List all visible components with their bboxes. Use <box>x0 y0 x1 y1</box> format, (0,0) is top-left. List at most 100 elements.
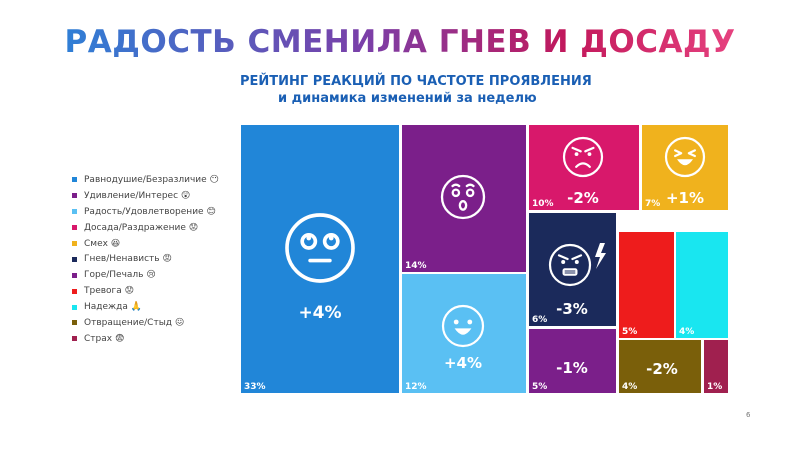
treemap-value-label: 14% <box>405 261 427 271</box>
face-eye <box>687 149 696 158</box>
treemap-rect <box>529 125 639 210</box>
treemap-rect <box>676 232 728 338</box>
face-mouth <box>677 159 693 166</box>
treemap-value-label: 5% <box>532 382 547 392</box>
legend-swatch <box>72 225 77 231</box>
face-brow <box>571 146 582 153</box>
subtitle-line-1: РЕЙТИНГ РЕАКЦИЙ ПО ЧАСТОТЕ ПРОЯВЛЕНИЯ <box>240 74 592 89</box>
face-mouth <box>454 328 472 335</box>
face-eye <box>453 319 459 325</box>
face-eye <box>561 260 566 264</box>
treemap-cell: 33% +4% <box>241 125 399 393</box>
treemap-cell: 4% -2% <box>619 340 701 393</box>
angry-face-icon <box>562 136 604 178</box>
treemap-value-label: 4% <box>622 382 637 392</box>
treemap-cell: 12% +4% <box>402 274 526 393</box>
neutral-face-icon <box>285 213 355 283</box>
treemap-change-label: +1% <box>666 189 704 207</box>
legend-item: Отвращение/Стыд 😖 <box>72 315 242 331</box>
legend-item: Радость/Удовлетворение 😊 <box>72 204 242 220</box>
face-eye <box>322 232 340 250</box>
treemap-cell: 6% -3% <box>529 213 616 326</box>
face-eye <box>467 319 473 325</box>
face-eye <box>574 152 579 157</box>
chart-title-text: РАДОСТЬ СМЕНИЛА ГНЕВ И ДОСАДУ <box>65 24 736 60</box>
legend-swatch <box>72 241 77 246</box>
treemap-rect <box>619 232 674 338</box>
treemap-rect <box>619 340 701 393</box>
face-mouth <box>458 200 468 211</box>
treemap-cell: 1% <box>704 340 728 393</box>
legend-swatch <box>72 336 77 342</box>
treemap-change-label: -3% <box>556 300 588 318</box>
treemap-cell: 14% <box>402 125 526 272</box>
face-brow <box>465 183 475 188</box>
legend-label: Равнодушие/Безразличие 😶 <box>84 174 219 185</box>
page-number: 6 <box>746 411 751 419</box>
face-pupil <box>328 235 334 241</box>
face-brow <box>451 183 461 188</box>
treemap-change-label: -2% <box>646 360 678 378</box>
legend-label: Горе/Печаль 😢 <box>84 270 156 281</box>
legend-swatch <box>72 272 77 278</box>
chart-legend: Равнодушие/Безразличие 😶 Удивление/Интере… <box>72 172 242 347</box>
treemap-cell: 10% -2% <box>529 125 639 210</box>
legend-item: Надежда 🙏 <box>72 299 242 315</box>
legend-swatch <box>72 177 77 183</box>
legend-item: Горе/Печаль 😢 <box>72 267 242 283</box>
treemap-change-label: +4% <box>444 354 482 372</box>
treemap-value-label: 10% <box>532 199 554 209</box>
treemap-value-label: 4% <box>679 327 694 337</box>
legend-label: Надежда 🙏 <box>84 302 142 313</box>
legend-swatch <box>72 288 77 294</box>
legend-label: Отвращение/Стыд 😖 <box>84 317 185 328</box>
treemap-value-label: 12% <box>405 382 427 392</box>
treemap-change-label: +4% <box>298 303 341 323</box>
treemap-cell: 4% <box>676 232 728 338</box>
treemap-value-label: 33% <box>244 382 266 392</box>
legend-item: Смех 😆 <box>72 236 242 252</box>
face-eye <box>674 149 683 158</box>
face-brow <box>584 146 595 153</box>
legend-item: Страх 😨 <box>72 331 242 347</box>
legend-label: Удивление/Интерес 😲 <box>84 190 191 201</box>
treemap-cell: 5% -1% <box>529 329 616 393</box>
surprised-face-icon <box>440 174 486 220</box>
face-outline <box>664 136 706 178</box>
legend-swatch <box>72 209 77 215</box>
chart-subtitle: РЕЙТИНГ РЕАКЦИЙ ПО ЧАСТОТЕ ПРОЯВЛЕНИЯ и … <box>240 73 640 107</box>
face-mouth <box>575 162 591 168</box>
legend-label: Смех 😆 <box>84 238 121 249</box>
treemap-value-label: 6% <box>532 315 547 325</box>
legend-swatch <box>72 304 77 310</box>
face-pupil <box>306 235 312 241</box>
face-outline <box>562 136 604 178</box>
legend-item: Гнев/Ненависть 😡 <box>72 251 242 267</box>
treemap-rect <box>642 125 728 210</box>
laughing-face-icon <box>664 136 706 178</box>
subtitle-line-2: и динамика изменений за неделю <box>278 91 537 106</box>
treemap-cell: 5% <box>619 232 674 338</box>
legend-item: Равнодушие/Безразличие 😶 <box>72 172 242 188</box>
face-outline <box>285 213 355 283</box>
legend-swatch <box>72 193 77 199</box>
treemap-rect <box>704 340 728 393</box>
face-outline <box>440 174 486 220</box>
treemap-value-label: 1% <box>707 382 722 392</box>
legend-label: Радость/Удовлетворение 😊 <box>84 206 216 217</box>
treemap-value-label: 7% <box>645 199 660 209</box>
face-eye <box>300 232 318 250</box>
face-brow <box>571 254 583 261</box>
legend-swatch <box>72 256 77 262</box>
legend-item: Тревога 😟 <box>72 283 242 299</box>
chart-title: РАДОСТЬ СМЕНИЛА ГНЕВ И ДОСАДУ <box>0 22 800 62</box>
face-brow <box>557 254 569 261</box>
face-outline <box>548 243 592 287</box>
treemap-cell: 7% +1% <box>642 125 728 210</box>
face-eye <box>465 188 475 198</box>
furious-face-icon <box>548 243 606 287</box>
legend-item: Удивление/Интерес 😲 <box>72 188 242 204</box>
treemap-change-label: -1% <box>556 359 588 377</box>
lightning-icon <box>595 243 606 269</box>
treemap-rect <box>529 329 616 393</box>
